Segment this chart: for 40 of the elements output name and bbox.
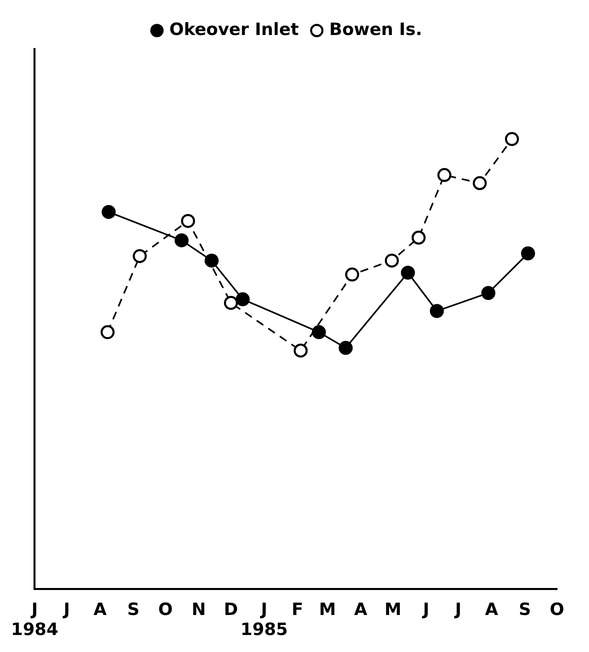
- point: [294, 344, 308, 358]
- x-tick-label: D: [224, 600, 238, 620]
- x-tick-label: J: [62, 600, 70, 620]
- point: [472, 176, 487, 190]
- point: [338, 340, 353, 355]
- x-tick-label: O: [158, 600, 173, 620]
- x-tick-label: N: [192, 600, 206, 620]
- point: [437, 168, 452, 182]
- x-tick-label: A: [484, 600, 499, 620]
- x-tick-label: F: [292, 600, 304, 620]
- point: [481, 286, 496, 300]
- point: [174, 233, 189, 248]
- x-tick-label: A: [354, 600, 368, 620]
- point: [345, 268, 360, 282]
- point: [430, 304, 444, 318]
- x-tick-label: J: [422, 600, 430, 620]
- point: [132, 249, 147, 264]
- x-tick-label: A: [94, 600, 108, 620]
- x-tick-label: M: [384, 600, 402, 620]
- point: [236, 292, 250, 306]
- legend-label: Okeover Inlet: [169, 20, 299, 40]
- point: [204, 254, 219, 268]
- x-tick-label: S: [127, 600, 140, 620]
- point: [521, 246, 536, 260]
- point: [224, 296, 238, 310]
- x-tick-label: J 1985: [240, 600, 288, 640]
- point: [504, 132, 519, 146]
- point: [100, 325, 115, 340]
- point: [400, 266, 415, 280]
- x-tick-label: M: [319, 600, 336, 620]
- legend-label: Bowen Is.: [329, 20, 422, 40]
- point: [181, 214, 196, 228]
- point: [412, 230, 426, 245]
- point: [384, 254, 399, 268]
- x-tick-label: J 1984: [10, 600, 58, 640]
- point: [312, 325, 326, 340]
- point: [102, 204, 116, 219]
- x-tick-label: J: [454, 600, 462, 620]
- x-tick-label: S: [518, 600, 531, 620]
- x-tick-label: O: [550, 600, 564, 620]
